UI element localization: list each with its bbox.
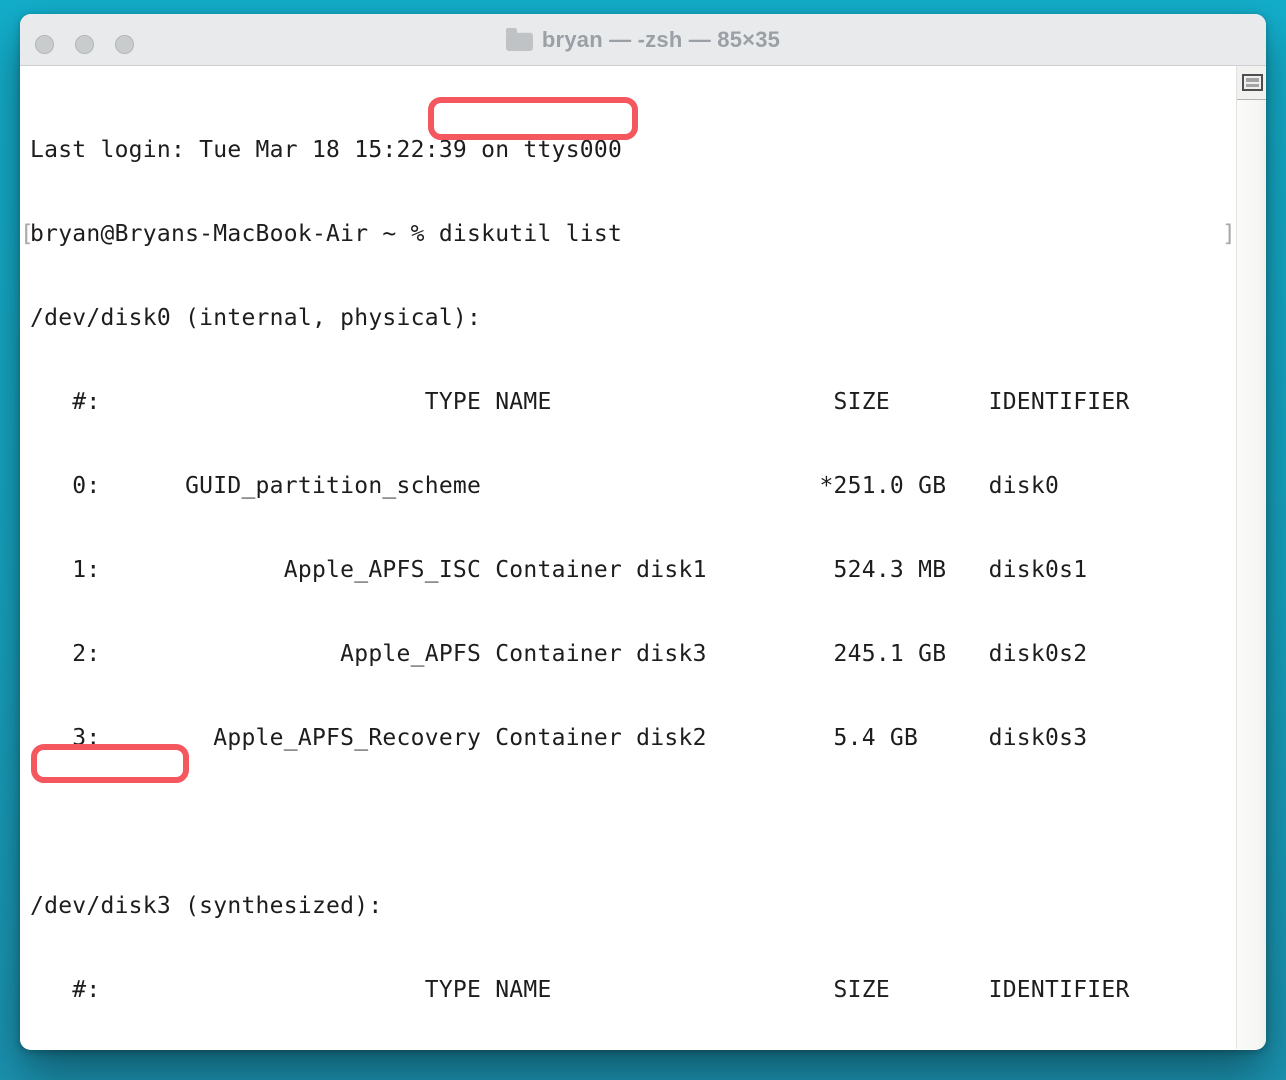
terminal-line-command-prompt: [bryan@Bryans-MacBook-Air ~ % diskutil l…: [20, 220, 1237, 248]
window-title: bryan — -zsh — 85×35: [541, 26, 781, 52]
split-pane-button[interactable]: [1237, 66, 1266, 100]
terminal-line-blank: [30, 808, 1236, 836]
terminal-content: Last login: Tue Mar 18 15:22:39 on ttys0…: [20, 66, 1266, 1049]
prompt-mark-open: [: [20, 221, 35, 247]
terminal-line: 0: GUID_partition_scheme *251.0 GB disk0: [30, 473, 1060, 499]
scrollbar-track[interactable]: [1236, 66, 1266, 1049]
command-prompt-text: bryan@Bryans-MacBook-Air ~ % diskutil li…: [30, 221, 623, 247]
zoom-button[interactable]: [115, 35, 134, 54]
terminal-line-disk0-header: /dev/disk0 (internal, physical):: [30, 305, 482, 331]
terminal-line-last-login: Last login: Tue Mar 18 15:22:39 on ttys0…: [30, 137, 623, 163]
terminal-line: #: TYPE NAME SIZE IDENTIFIER: [30, 389, 1130, 415]
split-pane-icon: [1241, 74, 1263, 91]
prompt-mark-close: ]: [1222, 221, 1237, 247]
terminal-line: 1: Apple_APFS_ISC Container disk1 524.3 …: [30, 557, 1088, 583]
terminal-screen[interactable]: Last login: Tue Mar 18 15:22:39 on ttys0…: [20, 66, 1236, 1049]
title-group: bryan — -zsh — 85×35: [505, 26, 781, 53]
terminal-window: bryan — -zsh — 85×35 Last login: Tue Mar…: [20, 14, 1266, 1050]
terminal-line: #: TYPE NAME SIZE IDENTIFIER: [30, 977, 1130, 1003]
folder-icon: [505, 27, 533, 51]
terminal-line-disk3-header: /dev/disk3 (synthesized):: [30, 893, 383, 919]
traffic-lights: [35, 35, 134, 54]
title-bar[interactable]: bryan — -zsh — 85×35: [20, 14, 1266, 66]
terminal-line: 3: Apple_APFS_Recovery Container disk2 5…: [30, 725, 1088, 751]
minimize-button[interactable]: [75, 35, 94, 54]
terminal-line: 2: Apple_APFS Container disk3 245.1 GB d…: [30, 641, 1088, 667]
close-button[interactable]: [35, 35, 54, 54]
